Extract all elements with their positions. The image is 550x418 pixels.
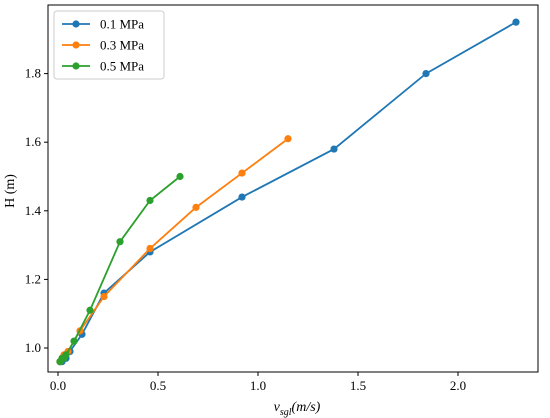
y-axis-label: H (m) <box>3 174 18 208</box>
y-tick-label: 1.2 <box>25 271 41 286</box>
data-point <box>100 292 108 301</box>
data-point <box>238 193 246 201</box>
data-point <box>422 69 430 78</box>
x-tick-label: 0.0 <box>50 378 66 393</box>
legend-swatch-marker <box>72 62 80 70</box>
y-tick-label: 1.8 <box>25 66 41 81</box>
data-point <box>146 196 154 205</box>
series-layer <box>56 18 520 366</box>
y-axis: 1.0 1.2 1.4 1.6 1.8 <box>25 66 48 355</box>
x-axis-label: vsgl(m/s) <box>274 400 321 418</box>
data-point <box>116 238 124 246</box>
plot-area <box>47 4 539 373</box>
x-axis-label-subscript: sgl <box>280 407 292 418</box>
legend-item: 0.1 MPa <box>62 17 144 32</box>
legend-label: 0.3 MPa <box>100 38 144 53</box>
data-point <box>284 135 292 143</box>
x-axis-label-main: v <box>274 400 281 415</box>
legend-item: 0.3 MPa <box>62 38 144 53</box>
plot-frame <box>47 4 539 373</box>
x-tick-label: 1.0 <box>250 378 266 393</box>
data-point <box>70 337 78 345</box>
y-tick-label: 1.6 <box>25 134 42 149</box>
x-axis-label-units: (m/s) <box>292 400 321 415</box>
x-tick-label: 1.5 <box>350 378 366 393</box>
legend-swatch-marker <box>72 41 80 49</box>
legend-label: 0.5 MPa <box>100 59 144 74</box>
data-point <box>238 169 246 177</box>
series-0-3-mpa <box>56 135 292 366</box>
x-tick-label: 2.0 <box>450 378 466 393</box>
data-point <box>146 244 154 253</box>
x-axis: 0.0 0.5 1.0 1.5 2.0 <box>50 372 466 393</box>
data-point <box>176 172 184 181</box>
legend-item: 0.5 MPa <box>62 59 144 74</box>
data-point <box>62 351 70 359</box>
data-point <box>330 145 338 153</box>
x-tick-label: 0.5 <box>150 378 166 393</box>
legend-box <box>53 10 165 80</box>
series-line <box>59 138 289 363</box>
data-point <box>512 18 520 26</box>
legend: 0.1 MPa 0.3 MPa 0.5 MPa <box>53 10 165 80</box>
legend-swatch-marker <box>72 20 80 28</box>
series-0-5-mpa <box>56 172 184 366</box>
series-line <box>59 175 181 363</box>
data-point <box>86 306 94 314</box>
legend-label: 0.1 MPa <box>100 17 144 32</box>
y-tick-label: 1.0 <box>25 340 41 355</box>
y-tick-label: 1.4 <box>25 203 42 218</box>
data-point <box>192 203 200 211</box>
